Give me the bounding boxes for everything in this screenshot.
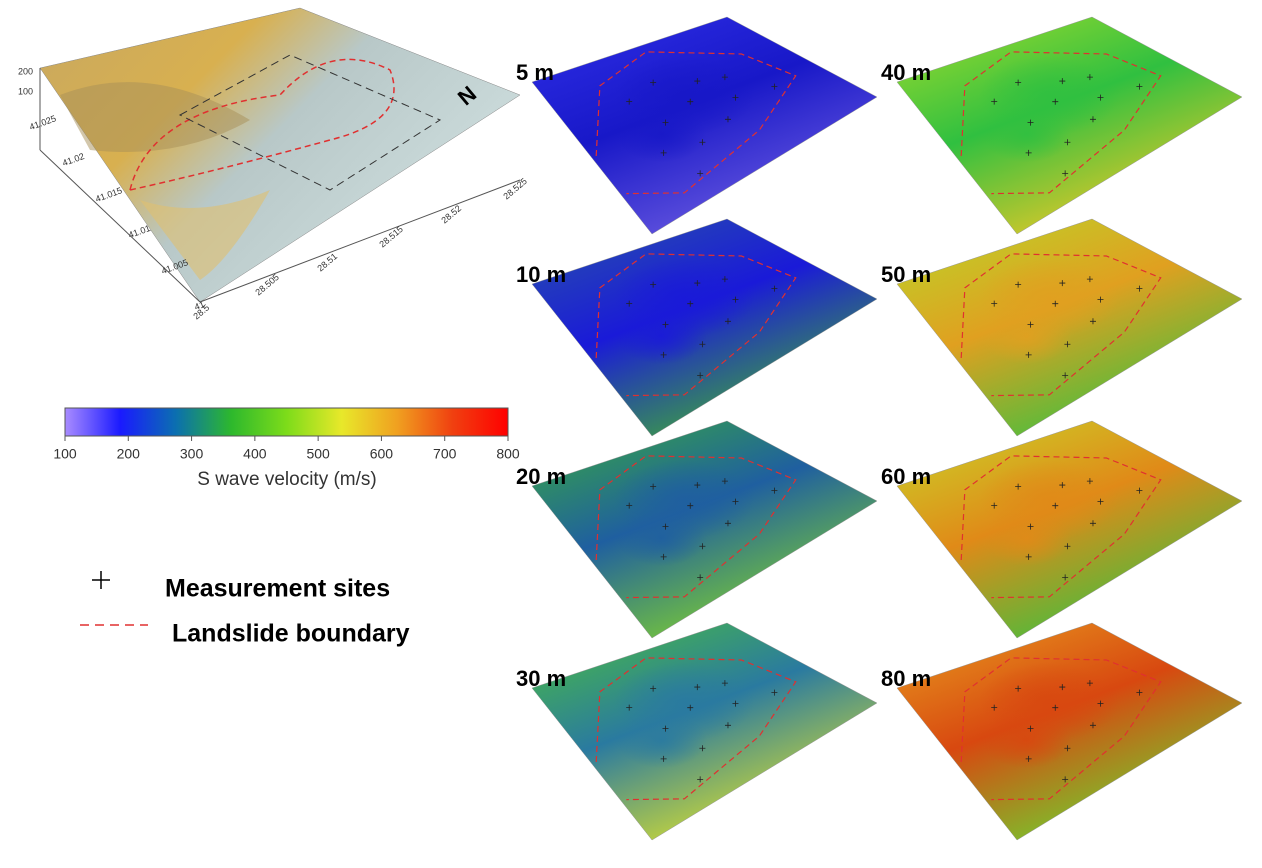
velocity-panel: 60 m [881, 421, 1242, 638]
lat-label: 41.02 [61, 151, 86, 168]
figure: N S wave velocity (m/s) 100 200 300 400 500 6… [0, 0, 1262, 863]
velocity-panel: 10 m [516, 219, 877, 436]
legend: Measurement sites Landslide boundary [80, 571, 410, 648]
colorbar-tick-label: 400 [243, 446, 267, 462]
legend-sites: Measurement sites [165, 575, 390, 603]
lat-label: 41.01 [127, 223, 152, 240]
velocity-panel: 40 m [881, 17, 1242, 234]
site-symbol [92, 571, 110, 589]
colorbar-tick-label: 800 [496, 446, 520, 462]
colorbar-tick-label: 700 [433, 446, 457, 462]
lat-label: 41.025 [28, 113, 57, 132]
colorbar-tick-label: 500 [306, 446, 330, 462]
panel-label: 80 m [881, 666, 931, 691]
velocity-zone [616, 308, 706, 364]
velocity-panel: 80 m [881, 623, 1242, 840]
lon-label: 28.525 [501, 176, 529, 201]
z-label: 100 [18, 86, 33, 96]
velocity-zone [981, 106, 1071, 162]
panel-label: 50 m [881, 262, 931, 287]
velocity-zone [981, 712, 1071, 768]
colorbar: S wave velocity (m/s) 100 200 300 400 500 600… [53, 408, 520, 490]
velocity-zone [981, 510, 1071, 566]
panel-label: 20 m [516, 464, 566, 489]
velocity-zone [981, 308, 1071, 364]
panel-label: 40 m [881, 60, 931, 85]
colorbar-tick-label: 200 [117, 446, 141, 462]
legend-boundary: Landslide boundary [172, 620, 410, 648]
colorbar-tick-label: 300 [180, 446, 204, 462]
panel-label: 60 m [881, 464, 931, 489]
lat-label: 41.015 [94, 185, 123, 204]
velocity-panel: 50 m [881, 219, 1242, 436]
colorbar-tick-label: 100 [53, 446, 77, 462]
velocity-zone [616, 106, 706, 162]
terrain-surface [40, 8, 520, 302]
velocity-zone [616, 510, 706, 566]
panel-label: 5 m [516, 60, 554, 85]
velocity-panel: 5 m [516, 17, 877, 234]
lon-label: 28.515 [377, 224, 405, 249]
lon-label: 28.52 [439, 203, 463, 225]
colorbar-label: S wave velocity (m/s) [197, 469, 376, 490]
velocity-panel: 30 m [516, 623, 877, 840]
colorbar-tick-label: 600 [370, 446, 394, 462]
panel-label: 10 m [516, 262, 566, 287]
velocity-zone [616, 712, 706, 768]
terrain-map: N [40, 8, 520, 302]
lon-label: 28.505 [253, 272, 281, 297]
colorbar-ramp [65, 408, 508, 436]
lon-label: 28.51 [315, 251, 339, 273]
z-label: 200 [18, 66, 33, 76]
panel-label: 30 m [516, 666, 566, 691]
velocity-panel: 20 m [516, 421, 877, 638]
